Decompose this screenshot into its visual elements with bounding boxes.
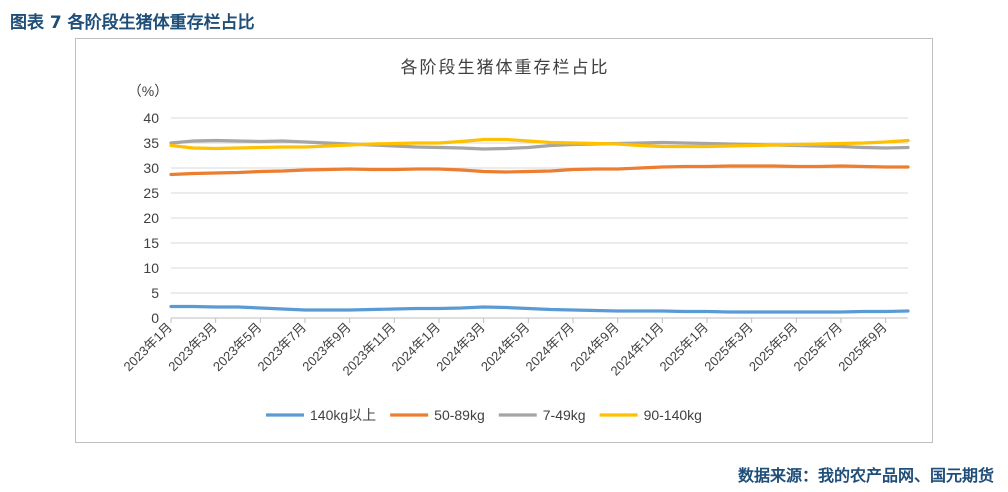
y-tick-label: 35: [143, 135, 159, 151]
y-tick-label: 40: [143, 110, 159, 126]
y-tick-label: 10: [143, 260, 159, 276]
data-source: 数据来源：我的农产品网、国元期货: [737, 466, 994, 485]
legend-label: 7-49kg: [543, 407, 586, 423]
y-tick-label: 25: [143, 185, 159, 201]
chart-title: 各阶段生猪体重存栏占比: [401, 58, 610, 77]
y-axis-ticks: 0 5 10 15 20 25 30 35 40: [143, 110, 159, 326]
figure-caption: 图表 7 各阶段生猪体重存栏占比: [10, 13, 255, 33]
y-axis-label: （%）: [128, 83, 168, 99]
legend: 140kg以上 50-89kg 7-49kg 90-140kg: [266, 407, 702, 423]
line-chart: 各阶段生猪体重存栏占比 （%） 0 5 10 15 20 25 30 35 40 2023年1月…: [121, 58, 910, 423]
chart-frame: 各阶段生猪体重存栏占比 （%） 0 5 10 15 20 25 30 35 40 2023年1月…: [75, 38, 933, 443]
y-tick-label: 30: [143, 160, 159, 176]
y-tick-label: 20: [143, 210, 159, 226]
x-axis-ticks: 2023年1月2023年3月2023年5月2023年7月2023年9月2023年…: [121, 318, 890, 379]
x-tick-label: 2025年9月: [835, 320, 890, 375]
legend-label: 50-89kg: [434, 407, 485, 423]
series-line-3: [169, 137, 910, 151]
y-tick-label: 15: [143, 235, 159, 251]
series-lines: [169, 137, 910, 314]
y-tick-label: 5: [151, 285, 159, 301]
y-tick-label: 0: [151, 310, 159, 326]
series-line-0: [169, 304, 910, 314]
series-line-1: [169, 164, 910, 177]
legend-label: 140kg以上: [310, 407, 376, 423]
legend-label: 90-140kg: [644, 407, 702, 423]
